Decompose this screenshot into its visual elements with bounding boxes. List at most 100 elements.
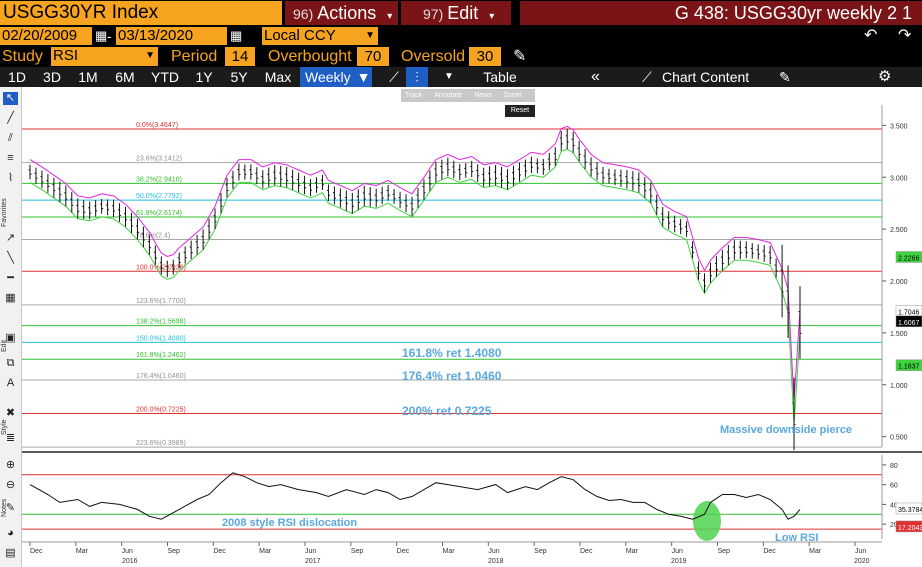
undo-icon[interactable]: ↶: [864, 27, 878, 44]
fib-level-label: 223.6%(0.3989): [136, 440, 186, 447]
fib-icon[interactable]: ≡: [7, 152, 14, 164]
channel-icon[interactable]: ⫽: [8, 132, 13, 144]
line-chart-icon[interactable]: ⟋: [389, 69, 399, 85]
annotate-button[interactable]: Annotate: [434, 92, 463, 99]
frequency-value: Weekly: [305, 69, 351, 85]
color-palette-icon[interactable]: ◕: [7, 527, 14, 539]
end-calendar-icon[interactable]: ▦: [230, 28, 243, 43]
hline-icon[interactable]: ━: [7, 272, 14, 284]
settings-gear-icon[interactable]: ⚙: [878, 68, 892, 85]
annotation-176-4: 176.4% ret 1.0460: [402, 369, 502, 383]
period-5y-button[interactable]: 5Y: [230, 69, 248, 85]
collapse-icon[interactable]: «: [591, 68, 600, 85]
x-year-label: 2020: [854, 558, 870, 565]
price-tag: [895, 251, 922, 263]
price-tag-label: 1.6067: [898, 320, 920, 327]
overbought-input[interactable]: 70: [357, 47, 389, 66]
x-tick-label: Dec: [30, 548, 43, 555]
oversold-input[interactable]: 30: [469, 47, 501, 66]
x-year-label: 2019: [671, 558, 687, 565]
text-tool-icon[interactable]: A: [6, 377, 15, 389]
zoom-in-icon[interactable]: ⊕: [5, 459, 16, 471]
trendline-icon[interactable]: ╱: [7, 112, 14, 124]
edit-chevron-icon: ▾: [489, 11, 495, 22]
period-max-button[interactable]: Max: [264, 69, 292, 85]
start-date-field[interactable]: 02/20/2009: [0, 27, 92, 45]
x-tick-label: Mar: [443, 548, 456, 555]
edit-chart-icon[interactable]: ✎: [779, 69, 791, 85]
table-button[interactable]: Table: [483, 69, 517, 85]
actions-chevron-icon: ▾: [387, 11, 393, 22]
grid-icon[interactable]: ▦: [5, 292, 16, 304]
fib-level-label: 50.0%(2.7792): [136, 193, 182, 200]
edit-menu[interactable]: 97) Edit ▾: [401, 1, 511, 25]
currency-select[interactable]: Local CCY ▼: [262, 27, 378, 45]
frequency-select[interactable]: Weekly ▼: [300, 67, 372, 87]
end-date-field[interactable]: 03/13/2020: [116, 27, 227, 45]
price-tick-label: 2.500: [890, 227, 908, 234]
fib-level-label: 38.2%(2.9410): [136, 176, 182, 183]
fib-level-label: 161.8%(1.2462): [136, 352, 186, 359]
actions-number: 96): [293, 6, 314, 22]
chart-type-dropdown-icon[interactable]: ▼: [444, 71, 454, 82]
x-tick-label: Mar: [76, 548, 89, 555]
period-1d-button[interactable]: 1D: [8, 69, 26, 85]
x-year-label: 2017: [305, 558, 321, 565]
chart-area[interactable]: ↖ ╱ ⫽ ≡ ⌇ Favorites ↗ ╲ ━ ▦ Edit ▣ ⧉ A S…: [0, 87, 922, 567]
x-tick-label: Dec: [213, 548, 226, 555]
fib-level-label: 0.0%(3.4647): [136, 122, 178, 129]
currency-value: Local CCY: [264, 27, 336, 44]
x-tick-label: Sep: [168, 548, 181, 555]
period-1y-button[interactable]: 1Y: [195, 69, 213, 85]
line-style-icon[interactable]: ≣: [5, 432, 16, 444]
start-calendar-icon[interactable]: ▦: [95, 28, 108, 43]
fib-level-label: 176.4%(1.0460): [136, 373, 186, 380]
study-select[interactable]: RSI ▼: [51, 47, 158, 66]
security-ticker-field[interactable]: USGG30YR Index: [0, 1, 282, 25]
price-tick-label: 3.000: [890, 175, 908, 182]
measure-icon[interactable]: ⌇: [7, 172, 14, 184]
bar-chart-type-icon[interactable]: ⫶: [406, 67, 428, 87]
pencil-icon[interactable]: ✎: [513, 48, 527, 65]
rsi-tick-label: 60: [890, 483, 898, 490]
price-tick-label: 3.500: [890, 123, 908, 130]
x-tick-label: Mar: [626, 548, 639, 555]
actions-menu[interactable]: 96) Actions ▾: [285, 1, 398, 25]
price-tag-label: 1.1837: [898, 364, 920, 371]
chart-content-button[interactable]: Chart Content: [662, 69, 750, 85]
x-tick-label: Jun: [488, 548, 499, 555]
currency-dropdown-icon: ▼: [365, 30, 375, 41]
cursor-icon[interactable]: ↖: [3, 92, 18, 105]
zoom-out-icon[interactable]: ⊖: [5, 479, 16, 491]
period-3d-button[interactable]: 3D: [43, 69, 61, 85]
period-input[interactable]: 14: [225, 47, 255, 66]
fib-level-label: 61.8%(2.6174): [136, 210, 182, 217]
date-separator: -: [107, 28, 112, 44]
price-tick-label: 1.500: [890, 331, 908, 338]
x-tick-label: Jun: [305, 548, 316, 555]
copy-icon[interactable]: ⧉: [6, 357, 15, 369]
period-ytd-button[interactable]: YTD: [151, 69, 179, 85]
note-icon[interactable]: ✎: [5, 502, 16, 514]
redo-icon[interactable]: ↷: [898, 27, 912, 44]
period-1m-button[interactable]: 1M: [78, 69, 98, 85]
arrow-icon[interactable]: ↗: [5, 232, 16, 244]
fib-level-label: 78.6%(2.4): [136, 233, 170, 240]
zoom-button[interactable]: Zoom: [503, 92, 522, 99]
lock-icon[interactable]: ▣: [5, 332, 16, 344]
ray-icon[interactable]: ╲: [7, 252, 14, 264]
annotation-rsi-dislocation: 2008 style RSI dislocation: [222, 517, 357, 529]
reset-button[interactable]: Reset: [505, 105, 535, 117]
x-tick-label: Dec: [763, 548, 776, 555]
left-drawing-toolbar: ↖ ╱ ⫽ ≡ ⌇ Favorites ↗ ╲ ━ ▦ Edit ▣ ⧉ A S…: [0, 87, 22, 567]
track-button[interactable]: Track: [405, 92, 423, 99]
period-6m-button[interactable]: 6M: [115, 69, 135, 85]
rsi-tag-label: 17.2043: [898, 525, 922, 532]
fib-level-label: 138.2%(1.5698): [136, 319, 186, 326]
chart-svg[interactable]: 0.0%(3.4647) 23.6%(3.1412) 38.2%(2.9410) 50…: [22, 87, 922, 567]
delete-icon[interactable]: ✖: [5, 407, 16, 419]
rsi-highlight-ellipse: [693, 501, 721, 541]
clip-icon[interactable]: ▤: [5, 547, 16, 559]
news-button[interactable]: News: [474, 92, 492, 99]
